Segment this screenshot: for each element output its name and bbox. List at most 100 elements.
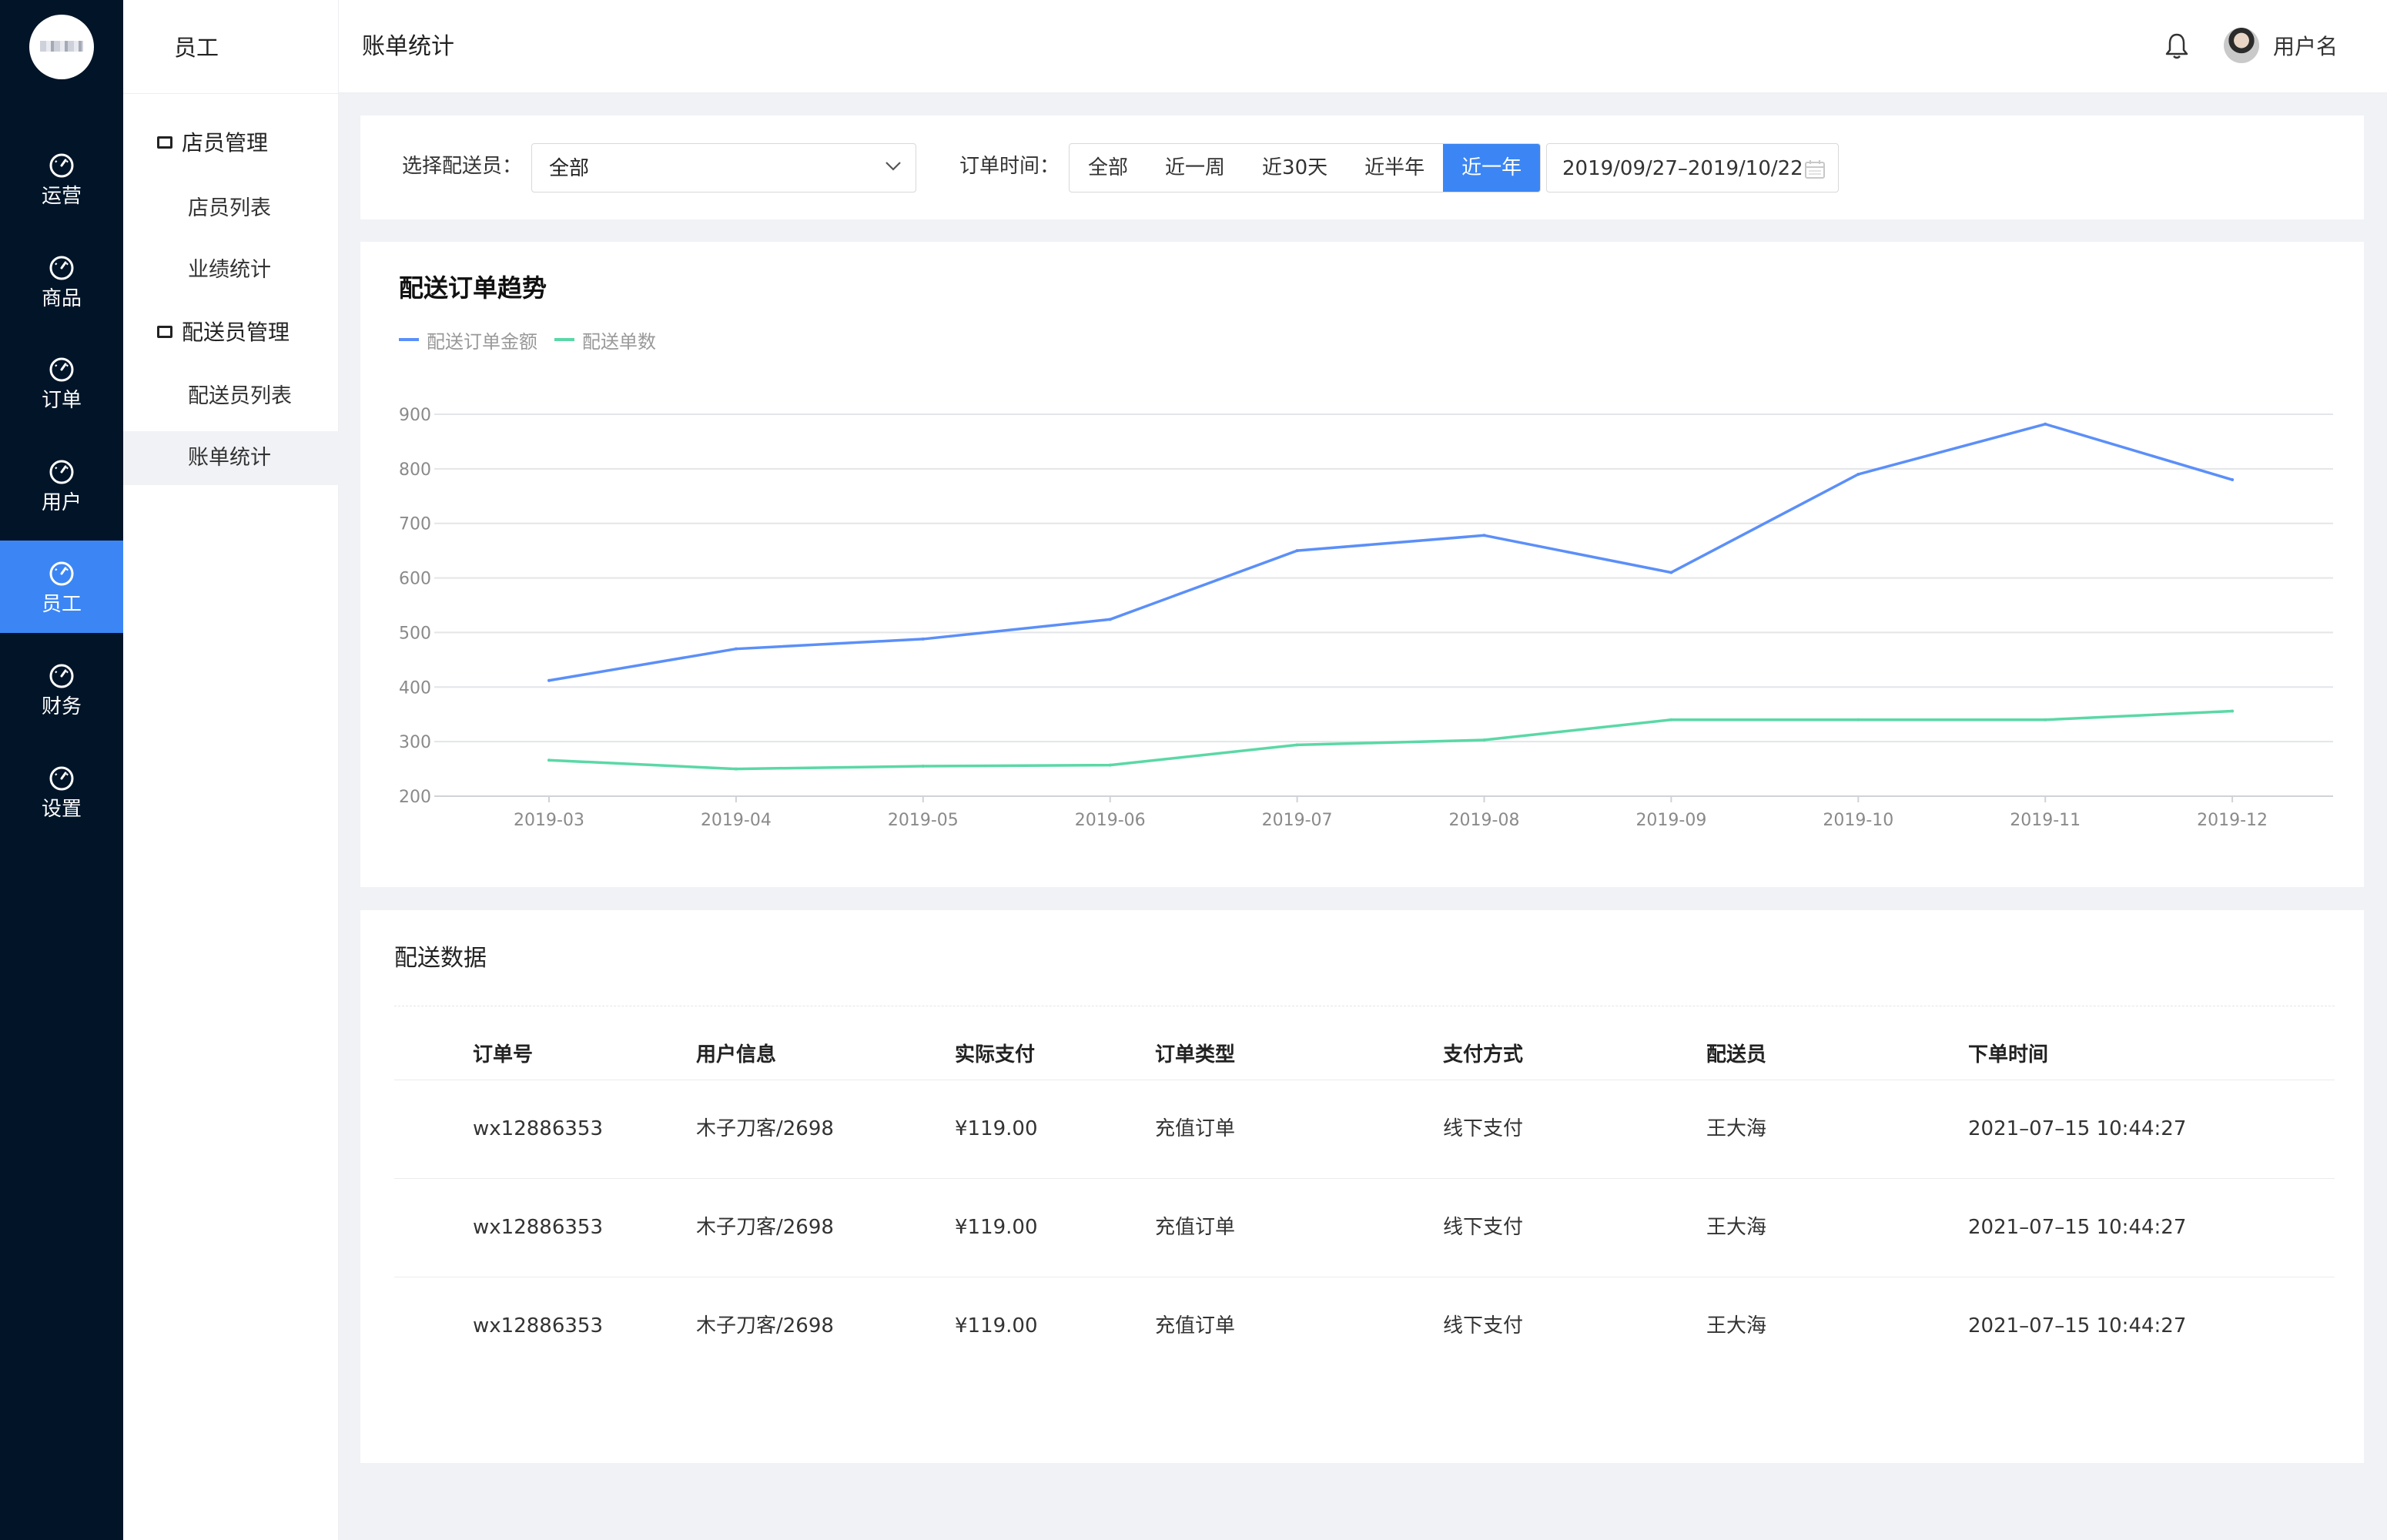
nav-item-label: 员工: [41, 593, 82, 616]
nav-item-label: 订单: [41, 389, 82, 412]
sub-group-label: 配送员管理: [182, 320, 290, 345]
table-cell: wx12886353: [473, 1314, 603, 1337]
table-cell: 2021–07–15 10:44:27: [1968, 1314, 2187, 1337]
chart-title: 配送订单趋势: [399, 273, 547, 303]
logo: [29, 15, 94, 79]
dashboard-icon: [49, 357, 74, 382]
courier-filter-label: 选择配送员：: [402, 155, 523, 178]
avatar[interactable]: [2224, 28, 2259, 63]
legend-label: 配送单数: [582, 330, 656, 353]
x-tick-label: 2019-06: [1075, 811, 1146, 830]
nav-item-staff[interactable]: 员工: [0, 541, 123, 633]
data-point: [1856, 472, 1860, 476]
sub-item-clerk-list[interactable]: 店员列表: [188, 196, 271, 220]
legend-label: 配送订单金额: [427, 330, 537, 353]
dashboard-icon: [49, 460, 74, 484]
table-cell: 木子刀客/2698: [696, 1314, 834, 1337]
dashboard-icon: [49, 664, 74, 688]
order-time-label: 订单时间：: [959, 155, 1060, 178]
y-tick-label: 300: [399, 733, 431, 752]
table-header-cell: 下单时间: [1968, 1043, 2049, 1066]
data-point: [921, 765, 925, 768]
y-tick-label: 900: [399, 406, 431, 425]
time-option-week[interactable]: 近一周: [1165, 156, 1226, 179]
table-cell: 王大海: [1706, 1117, 1767, 1140]
y-tick-label: 400: [399, 678, 431, 698]
nav-item-orders[interactable]: 订单: [0, 336, 123, 429]
table-cell: 2021–07–15 10:44:27: [1968, 1117, 2187, 1140]
nav-item-label: 用户: [41, 491, 82, 514]
nav-item-finance[interactable]: 财务: [0, 643, 123, 735]
nav-item-users[interactable]: 用户: [0, 439, 123, 531]
username[interactable]: 用户名: [2273, 34, 2338, 59]
series-line-2: [548, 709, 2233, 771]
sub-item-courier-list[interactable]: 配送员列表: [188, 384, 292, 408]
courier-select-value: 全部: [549, 157, 590, 180]
data-point: [1669, 718, 1673, 721]
table-cell: 线下支付: [1443, 1216, 1524, 1239]
date-range-picker[interactable]: 2019/09/27–2019/10/22: [1546, 143, 1839, 192]
divider: [123, 93, 339, 94]
legend-item-count[interactable]: 配送单数: [554, 326, 656, 353]
dashboard-icon: [49, 153, 74, 178]
data-point: [1482, 738, 1486, 742]
table-cell: ¥119.00: [955, 1314, 1038, 1337]
breadcrumb: 账单统计: [362, 33, 454, 60]
x-tick-label: 2019-08: [1449, 811, 1520, 830]
data-point: [921, 637, 925, 641]
bell-icon[interactable]: [2164, 31, 2190, 62]
time-option-all[interactable]: 全部: [1088, 156, 1129, 179]
y-tick-label: 700: [399, 515, 431, 534]
nav-item-label: 运营: [41, 185, 82, 208]
data-point: [1482, 534, 1486, 537]
time-option-30days[interactable]: 近30天: [1262, 156, 1328, 179]
nav-item-label: 商品: [41, 287, 82, 310]
sub-item-bill-stats[interactable]: 账单统计: [123, 431, 339, 485]
legend-swatch: [399, 338, 419, 341]
table-header-cell: 配送员: [1706, 1043, 1767, 1066]
delivery-data-card: 配送数据 订单号 用户信息 实际支付 订单类型 支付方式 配送员 下单时间 wx1288635…: [360, 910, 2364, 1463]
x-tick-label: 2019-12: [2197, 811, 2268, 830]
time-option-halfyear[interactable]: 近半年: [1364, 156, 1425, 179]
data-point: [1295, 549, 1299, 553]
sub-group-label: 店员管理: [182, 130, 269, 156]
x-tick-label: 2019-09: [1635, 811, 1706, 830]
table-cell: 线下支付: [1443, 1117, 1524, 1140]
data-point: [734, 647, 738, 651]
y-tick-label: 200: [399, 788, 431, 807]
table-header-cell: 订单类型: [1155, 1043, 1236, 1066]
x-tick-label: 2019-07: [1262, 811, 1333, 830]
sub-group-clerk-management[interactable]: 店员管理: [157, 128, 268, 159]
table-header-cell: 订单号: [473, 1043, 534, 1066]
table-cell: 线下支付: [1443, 1314, 1524, 1337]
trend-chart-card: 配送订单趋势 配送订单金额 配送单数 200 300 400 500 600 700 800…: [360, 242, 2364, 887]
legend-item-amount[interactable]: 配送订单金额: [399, 326, 537, 353]
calendar-icon: [1805, 160, 1825, 179]
legend-swatch: [554, 338, 574, 341]
data-point: [2044, 422, 2047, 426]
chevron-down-icon: [886, 162, 901, 171]
table-title: 配送数据: [394, 945, 487, 972]
row-divider: [394, 1178, 2335, 1179]
nav-item-products[interactable]: 商品: [0, 235, 123, 327]
x-tick-label: 2019-05: [888, 811, 959, 830]
time-option-year[interactable]: 近一年: [1443, 144, 1541, 192]
data-point: [2044, 718, 2047, 721]
table-cell: ¥119.00: [955, 1216, 1038, 1239]
sub-group-courier-management[interactable]: 配送员管理: [157, 317, 290, 348]
sub-sidebar-title: 员工: [174, 35, 219, 61]
data-point: [1669, 571, 1673, 574]
table-cell: 王大海: [1706, 1216, 1767, 1239]
table-cell: wx12886353: [473, 1117, 603, 1140]
y-tick-label: 600: [399, 570, 431, 589]
chart-legend: 配送订单金额 配送单数: [399, 326, 673, 353]
nav-item-operations[interactable]: 运营: [0, 132, 123, 225]
courier-select[interactable]: 全部: [531, 143, 916, 192]
data-point: [2231, 478, 2235, 482]
main-nav: 运营 商品 订单 用户 员工 财务 设置: [0, 0, 123, 1540]
table-header-cell: 支付方式: [1443, 1043, 1524, 1066]
sub-item-performance[interactable]: 业绩统计: [188, 258, 271, 282]
series-line-1: [548, 423, 2233, 682]
nav-item-settings[interactable]: 设置: [0, 745, 123, 838]
